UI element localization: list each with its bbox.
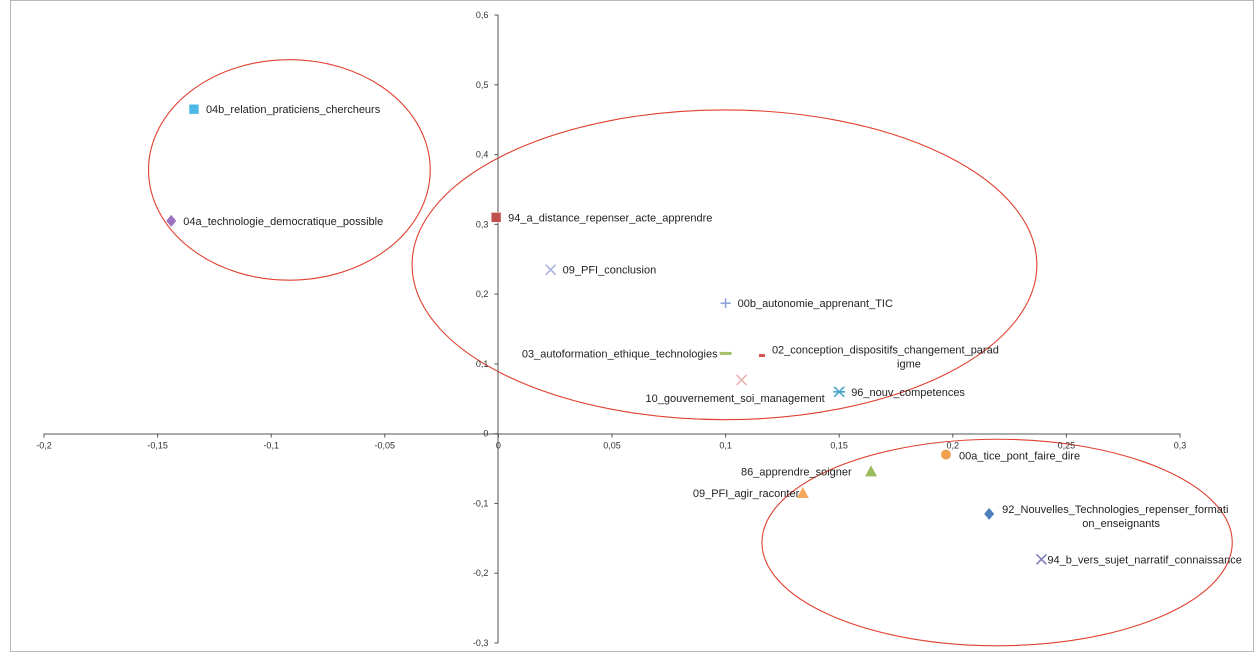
point-label: 86_apprendre_soigner <box>741 466 852 478</box>
point-label: 09_PFI_agir_raconter <box>693 488 800 500</box>
y-tick-label: 0,3 <box>476 219 489 229</box>
point-marker <box>865 465 878 477</box>
y-tick-label: 0,2 <box>476 289 489 299</box>
point-label: 92_Nouvelles_Technologies_repenser_forma… <box>1002 504 1228 530</box>
cluster-ellipse-1 <box>147 59 431 281</box>
point-label: 94_a_distance_repenser_acte_apprendre <box>508 212 712 224</box>
point-marker <box>833 386 846 398</box>
y-tick-label: 0,5 <box>476 80 489 90</box>
point-label-line: on_enseignants <box>1082 518 1160 530</box>
x-tick-label: -0,05 <box>375 441 396 451</box>
point-label-line: igme <box>897 359 921 371</box>
point-labels: 04b_relation_praticiens_chercheurs 04a_te… <box>183 104 1242 566</box>
point-marker <box>166 214 177 227</box>
point-label: 03_autoformation_ethique_technologies <box>522 348 718 360</box>
point-marker <box>188 103 200 115</box>
x-tick-label: -0,15 <box>147 441 168 451</box>
point-label: 04b_relation_praticiens_chercheurs <box>206 104 381 116</box>
cluster-ellipses <box>147 59 1233 647</box>
y-tick-label: -0,1 <box>473 498 489 508</box>
x-tick-label: 0,1 <box>719 441 732 451</box>
point-label: 04a_technologie_democratique_possible <box>183 216 383 228</box>
point-label: 96_nouv_competences <box>851 387 965 399</box>
y-tick-label: 0 <box>483 429 488 439</box>
point-marker <box>735 374 748 386</box>
x-tick-label: 0,15 <box>830 441 848 451</box>
x-tick-label: 0,25 <box>1058 441 1076 451</box>
y-tick-label: 0,6 <box>476 10 489 20</box>
y-tick-label: -0,2 <box>473 568 489 578</box>
chart-border <box>10 0 1254 652</box>
cluster-ellipse-2 <box>411 109 1038 421</box>
y-tick-label: 0,1 <box>476 359 489 369</box>
point-label-line: 92_Nouvelles_Technologies_repenser_forma… <box>1002 504 1228 516</box>
x-tick-label: 0,05 <box>603 441 621 451</box>
y-tick-label: 0,4 <box>476 150 489 160</box>
point-marker <box>984 507 995 520</box>
point-marker <box>545 264 557 276</box>
point-label: 10_gouvernement_soi_management <box>646 393 825 405</box>
point-label: 94_b_vers_sujet_narratif_connaissance <box>1047 554 1241 566</box>
y-tick-label: -0,3 <box>473 638 489 648</box>
point-label: 00a_tice_pont_faire_dire <box>959 451 1080 463</box>
x-tick-label: 0,2 <box>947 441 960 451</box>
tick-labels: -0,2 -0,15 -0,1 -0,05 0 0,05 0,1 0,15 0,2 0,25 0,3… <box>36 10 1186 648</box>
point-label-line: 02_conception_dispositifs_changement_par… <box>772 345 999 357</box>
point-label: 09_PFI_conclusion <box>563 265 657 277</box>
x-tick-label: -0,2 <box>36 441 52 451</box>
x-tick-label: -0,1 <box>263 441 279 451</box>
x-tick-label: 0,3 <box>1174 441 1187 451</box>
point-marker <box>940 449 951 460</box>
x-tick-label: 0 <box>496 441 501 451</box>
point-label: 00b_autonomie_apprenant_TIC <box>738 298 893 310</box>
point-marker <box>719 351 732 355</box>
point-marker <box>720 298 731 309</box>
point-marker <box>490 212 502 223</box>
point-marker <box>1035 553 1047 565</box>
point-marker <box>796 486 809 498</box>
data-points <box>166 103 1047 565</box>
point-marker <box>758 354 765 358</box>
cluster-ellipse-3 <box>761 438 1233 647</box>
point-label: 02_conception_dispositifs_changement_par… <box>772 345 999 371</box>
